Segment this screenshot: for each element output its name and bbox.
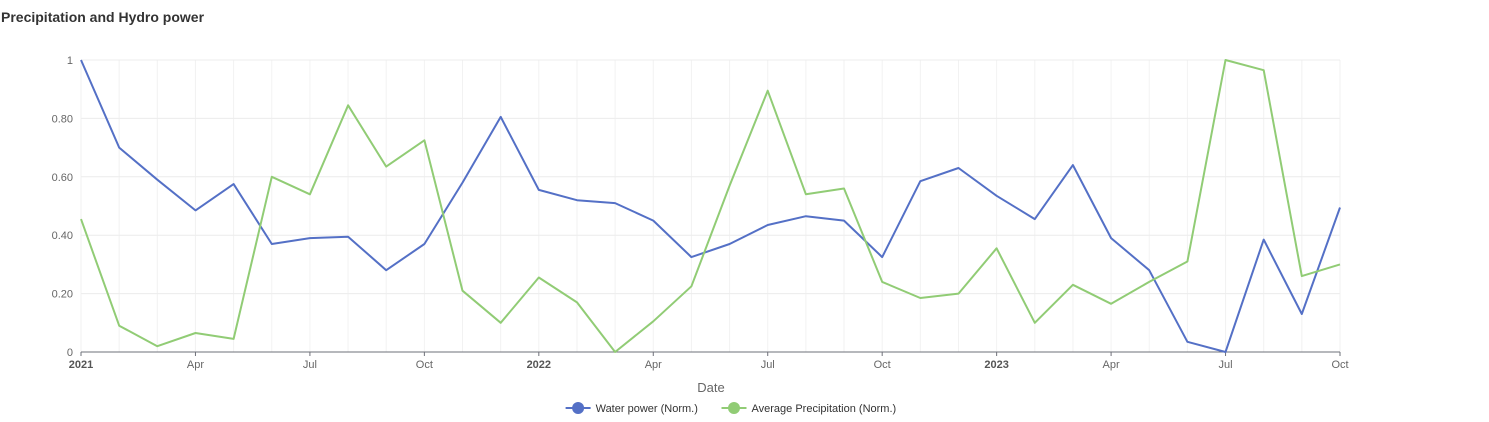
y-tick-label: 0.20: [52, 289, 73, 301]
x-tick-label: Oct: [1331, 359, 1348, 371]
x-tick-label: 2022: [527, 359, 551, 371]
x-tick-label: 2021: [69, 359, 93, 371]
x-tick-label: Jul: [303, 359, 317, 371]
x-tick-label: Oct: [874, 359, 891, 371]
y-tick-label: 1: [67, 55, 73, 67]
legend[interactable]: Water power (Norm.) Average Precipitation…: [565, 402, 897, 415]
legend-label: Water power (Norm.): [596, 403, 698, 415]
series-lines: [80, 59, 1341, 353]
series-line-water-power: [80, 59, 1341, 353]
x-tick-label: 2023: [984, 359, 1008, 371]
series-line-average-precipitation: [80, 59, 1341, 353]
legend-label: Average Precipitation (Norm.): [752, 403, 897, 415]
x-tick-label: Jul: [1219, 359, 1233, 371]
y-tick-label: 0.60: [52, 172, 73, 184]
axes: 0 0.20 0.40 0.60 0.80 1 2021 Apr Jul Oct 2022 Apr Ju…: [52, 55, 1349, 371]
legend-marker: [572, 402, 585, 414]
y-tick-label: 0.80: [52, 113, 73, 125]
x-axis-title: Date: [697, 380, 724, 395]
grid-lines: [80, 59, 1341, 353]
legend-item-average-precipitation[interactable]: Average Precipitation (Norm.): [721, 402, 897, 415]
y-tick-label: 0: [67, 347, 73, 359]
x-tick-label: Apr: [1103, 359, 1120, 371]
x-tick-label: Oct: [416, 359, 433, 371]
legend-item-water-power[interactable]: Water power (Norm.): [565, 402, 698, 415]
legend-marker: [728, 402, 740, 414]
chart-title: Precipitation and Hydro power: [1, 9, 205, 25]
x-tick-label: Apr: [187, 359, 204, 371]
x-tick-label: Jul: [761, 359, 775, 371]
y-tick-label: 0.40: [52, 230, 73, 242]
x-tick-label: Apr: [645, 359, 662, 371]
